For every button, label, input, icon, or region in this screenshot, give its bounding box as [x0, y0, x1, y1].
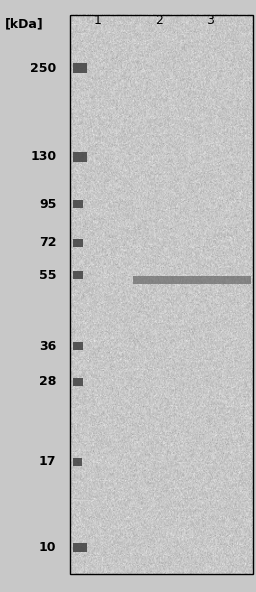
Text: 130: 130	[30, 150, 56, 163]
Text: 17: 17	[39, 455, 56, 468]
Bar	[73, 239, 83, 246]
Text: 36: 36	[39, 340, 56, 353]
Text: 28: 28	[39, 375, 56, 388]
Bar	[133, 276, 251, 284]
Text: [kDa]: [kDa]	[5, 18, 44, 31]
Bar	[73, 458, 82, 465]
Bar	[73, 378, 83, 386]
Bar	[73, 63, 87, 73]
Text: 55: 55	[39, 269, 56, 282]
Bar	[73, 342, 83, 350]
Text: 10: 10	[39, 541, 56, 554]
Text: 95: 95	[39, 198, 56, 211]
Bar	[73, 152, 87, 162]
Bar	[73, 200, 83, 208]
Bar	[70, 15, 253, 574]
Text: 250: 250	[30, 62, 56, 75]
Text: 3: 3	[206, 14, 214, 27]
Bar	[73, 271, 83, 279]
Text: 1: 1	[93, 14, 101, 27]
Text: 72: 72	[39, 236, 56, 249]
Text: 2: 2	[155, 14, 163, 27]
Bar	[73, 543, 87, 552]
